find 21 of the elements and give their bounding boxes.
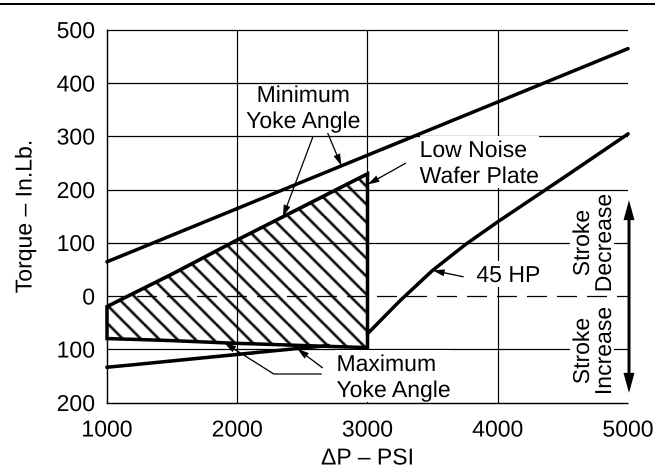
y-tick-label: 200 [56, 390, 95, 416]
annotation: Stroke Decrease [568, 194, 616, 292]
annotation: Low Noise Wafer Plate [420, 136, 539, 188]
y-tick-label: 400 [56, 70, 95, 96]
annotation: 45 HP [476, 260, 540, 286]
y-tick-label: 500 [56, 17, 95, 43]
y-tick-label: 100 [56, 230, 95, 256]
y-axis-title: Torque – In.Lb. [10, 140, 36, 294]
x-tick-label: 2000 [212, 416, 263, 442]
annotation: Maximum Yoke Angle [336, 350, 451, 402]
y-tick-label: 0 [82, 283, 95, 310]
y-tick-label: 100 [56, 336, 95, 363]
x-axis-title: ΔP – PSI [321, 443, 414, 469]
x-tick-label: 3000 [342, 416, 394, 442]
x-tick-label: 5000 [602, 416, 654, 442]
x-tick-label: 4000 [472, 416, 524, 442]
y-tick-label: 200 [56, 176, 95, 203]
annotation: Stroke Increase [568, 307, 616, 396]
annotation: Minimum Yoke Angle [246, 81, 360, 134]
y-tick-label: 300 [56, 124, 95, 150]
x-tick-label: 1000 [81, 416, 133, 442]
